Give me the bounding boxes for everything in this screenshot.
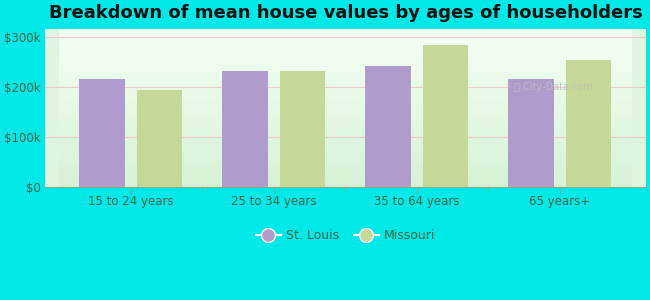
- Bar: [365, 66, 411, 187]
- Bar: [566, 60, 612, 187]
- Bar: [280, 71, 326, 187]
- Bar: [136, 90, 182, 187]
- Bar: [79, 80, 125, 187]
- Legend: St. Louis, Missouri: St. Louis, Missouri: [251, 224, 440, 247]
- Bar: [422, 45, 469, 187]
- Text: ⓘ City-Data.com: ⓘ City-Data.com: [514, 82, 592, 92]
- Bar: [508, 80, 554, 187]
- Bar: [222, 71, 268, 187]
- Title: Breakdown of mean house values by ages of householders: Breakdown of mean house values by ages o…: [49, 4, 642, 22]
